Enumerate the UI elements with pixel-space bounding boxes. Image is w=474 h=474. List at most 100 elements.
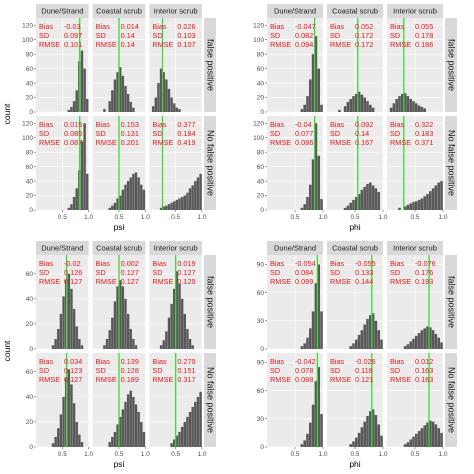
histogram-bar <box>420 330 424 349</box>
histogram-bar <box>380 339 383 349</box>
stat-value: 0.193 <box>415 277 433 286</box>
stat-label: Bias <box>270 22 285 31</box>
histogram-bar <box>412 101 415 112</box>
x-axis-title: phi <box>349 222 360 232</box>
histogram-bar <box>191 185 194 210</box>
histogram-bar <box>343 207 347 210</box>
y-tick-label: 100 <box>253 135 264 142</box>
histogram-bar <box>363 324 366 349</box>
histogram-bar <box>178 283 181 349</box>
histogram-bar <box>51 345 55 349</box>
stat-value: 0.099 <box>295 277 313 286</box>
histogram-bar <box>188 188 192 210</box>
stat-value: 0.186 <box>415 40 433 49</box>
histogram-bar <box>303 204 306 210</box>
stat-value: 0.078 <box>295 366 313 375</box>
stat-value: 0.377 <box>177 120 195 129</box>
histogram-bar <box>178 198 181 210</box>
x-tick-label: 1.0 <box>141 214 150 221</box>
histogram-bar <box>54 338 57 349</box>
histogram-bar <box>309 422 312 447</box>
stat-label: Bias <box>39 357 54 366</box>
histogram-bar <box>440 432 443 447</box>
stat-label: SD <box>39 366 49 375</box>
histogram-bar <box>374 415 378 447</box>
histogram-bar <box>188 338 192 349</box>
histogram-bar <box>162 72 165 112</box>
histogram-bar <box>165 205 168 210</box>
histogram-bar <box>59 414 63 447</box>
histogram-bar <box>126 93 130 112</box>
y-tick-label: 20 <box>257 95 265 102</box>
histogram-bar <box>392 103 396 112</box>
histogram-bar <box>142 431 146 447</box>
stat-label: Bias <box>152 120 167 129</box>
histogram-bar <box>80 141 84 210</box>
stat-value: 0.127 <box>177 268 195 277</box>
histogram-bar <box>412 338 415 349</box>
stat-value: 0.026 <box>177 22 195 31</box>
stat-label: RMSE <box>96 138 117 147</box>
facet-strip-label: Coastal scrub <box>96 244 142 253</box>
histogram-bar <box>398 96 401 112</box>
histogram-bar <box>406 96 410 112</box>
histogram-bar <box>420 428 424 447</box>
stat-label: SD <box>39 268 49 277</box>
x-tick-label: 1.0 <box>438 451 447 458</box>
histogram-bar <box>415 103 418 112</box>
histogram-bar <box>380 435 383 447</box>
histogram-bar <box>420 198 424 210</box>
stat-value: -0.04 <box>295 120 312 129</box>
histogram-bar <box>72 196 76 210</box>
stat-label: RMSE <box>270 277 291 286</box>
histogram-bar <box>75 421 78 447</box>
histogram-bar <box>132 396 135 447</box>
x-axis-title: phi <box>349 459 360 469</box>
stat-value: 0.092 <box>355 120 373 129</box>
histogram-bar <box>415 433 418 447</box>
stat-label: RMSE <box>330 375 351 384</box>
stat-label: Bias <box>96 120 111 129</box>
y-tick-label: 80 <box>257 51 265 58</box>
stat-value: 0.088 <box>295 375 313 384</box>
stat-label: Bias <box>39 259 54 268</box>
stat-label: Bias <box>152 22 167 31</box>
stat-label: SD <box>152 268 162 277</box>
stat-value: 0.002 <box>121 259 139 268</box>
y-tick-label: 40 <box>26 296 34 303</box>
histogram-bar <box>440 342 443 349</box>
histogram-bar <box>175 271 179 349</box>
histogram-bar <box>371 107 375 112</box>
histogram-bar <box>173 103 176 112</box>
stat-value: 0.317 <box>177 375 195 384</box>
facet-row-label: No false positive <box>206 367 216 433</box>
stat-label: Bias <box>390 259 405 268</box>
histogram-bar <box>57 428 60 447</box>
y-tick-label: 40 <box>26 178 34 185</box>
histogram-bar <box>355 93 358 112</box>
histogram-bar <box>194 181 197 210</box>
histogram-bar <box>363 97 366 112</box>
histogram-bar <box>437 337 440 349</box>
facet-strip <box>149 4 202 18</box>
histogram-bar <box>103 109 106 112</box>
stat-value: 0.085 <box>64 129 82 138</box>
histogram-bar <box>357 194 361 210</box>
stat-label: RMSE <box>390 375 411 384</box>
subfigure-3: Dune/Strand Coastal scrub Interior scrub fa… <box>2 241 216 469</box>
y-tick-label: 100 <box>253 37 264 44</box>
histogram-bar <box>175 435 179 447</box>
stat-value: 0.034 <box>64 357 82 366</box>
stat-value: 0.139 <box>121 357 139 366</box>
y-tick-label: 0 <box>29 346 33 353</box>
stat-label: SD <box>96 129 106 138</box>
y-tick-label: 80 <box>26 51 34 58</box>
histogram-bar <box>119 416 122 447</box>
y-tick-label: 60 <box>257 388 265 395</box>
histogram-bar <box>119 67 122 112</box>
stat-label: SD <box>390 129 400 138</box>
x-tick-label: 0.5 <box>410 214 419 221</box>
stat-label: Bias <box>330 357 345 366</box>
histogram-bar <box>162 206 165 210</box>
x-axis-title: psi <box>114 459 125 469</box>
